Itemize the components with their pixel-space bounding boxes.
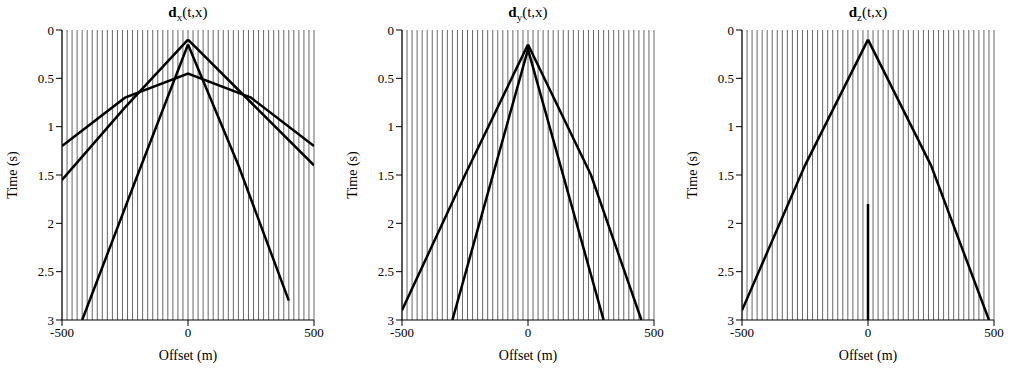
- svg-text:1.5: 1.5: [38, 168, 54, 183]
- svg-text:-500: -500: [730, 325, 754, 341]
- svg-text:Offset (m): Offset (m): [159, 348, 218, 364]
- svg-text:3: 3: [388, 313, 395, 328]
- svg-text:0: 0: [525, 325, 532, 340]
- svg-text:500: 500: [984, 325, 1004, 340]
- svg-text:1: 1: [48, 119, 55, 134]
- svg-text:-500: -500: [50, 325, 74, 341]
- svg-text:Time (s): Time (s): [685, 151, 701, 199]
- svg-text:2: 2: [388, 216, 395, 231]
- svg-text:Time (s): Time (s): [345, 151, 361, 199]
- svg-text:500: 500: [304, 325, 324, 340]
- svg-text:0.5: 0.5: [718, 71, 734, 86]
- svg-text:1: 1: [388, 119, 395, 134]
- svg-text:Offset (m): Offset (m): [499, 348, 558, 364]
- svg-text:0.5: 0.5: [38, 71, 54, 86]
- svg-text:1.5: 1.5: [378, 168, 394, 183]
- svg-text:0: 0: [865, 325, 872, 340]
- svg-text:2: 2: [48, 216, 55, 231]
- svg-text:3: 3: [728, 313, 735, 328]
- svg-text:0: 0: [185, 325, 192, 340]
- html-text:dz(t,x): dz(t,x): [848, 4, 888, 23]
- svg-text:0.5: 0.5: [378, 71, 394, 86]
- svg-text:1: 1: [728, 119, 735, 134]
- svg-text:Time (s): Time (s): [5, 151, 21, 199]
- svg-text:0: 0: [48, 24, 55, 38]
- svg-text:500: 500: [644, 325, 664, 340]
- svg-text:0: 0: [728, 24, 735, 38]
- svg-text:2.5: 2.5: [718, 264, 734, 279]
- svg-text:2: 2: [728, 216, 735, 231]
- svg-text:1.5: 1.5: [718, 168, 734, 183]
- svg-text:2.5: 2.5: [38, 264, 54, 279]
- svg-text:3: 3: [48, 313, 55, 328]
- html-text:dy(t,x): dy(t,x): [508, 4, 548, 23]
- html-text:dx(t,x): dx(t,x): [168, 4, 208, 23]
- svg-text:-500: -500: [390, 325, 414, 341]
- svg-text:2.5: 2.5: [378, 264, 394, 279]
- svg-text:0: 0: [388, 24, 395, 38]
- svg-text:Offset (m): Offset (m): [839, 348, 898, 364]
